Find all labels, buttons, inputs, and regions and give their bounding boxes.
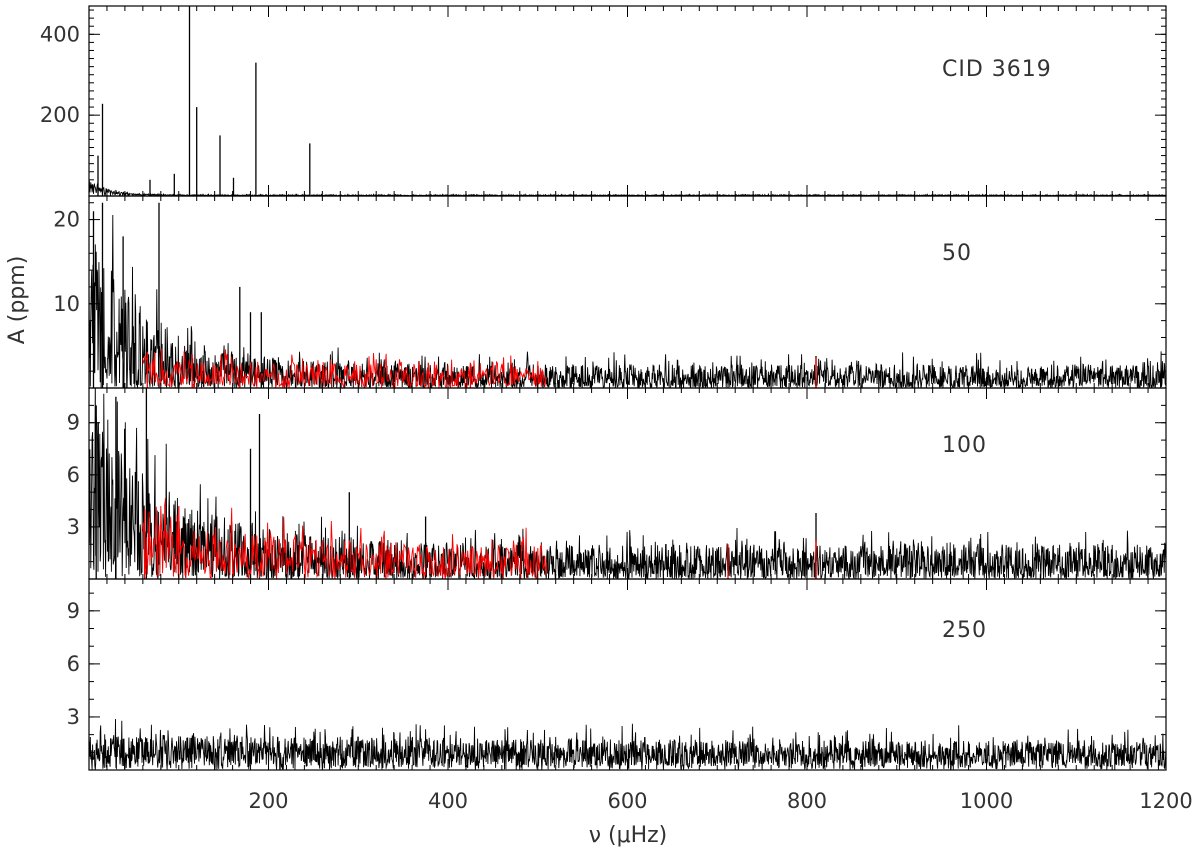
panel-2-label: 50: [942, 241, 972, 266]
x-tick-label: 1200: [1139, 789, 1192, 813]
y-tick-label: 10: [53, 292, 80, 316]
panel-4: 3 6 9 250 200 400 600 800 1000 1200: [67, 578, 1193, 813]
panel-1-label: CID 3619: [942, 57, 1052, 82]
series-3-2-trace: [142, 498, 548, 579]
series-2-2-trace: [142, 348, 548, 388]
y-tick-label: 6: [67, 652, 80, 676]
y-tick-label: 9: [67, 599, 80, 623]
panel-2: 10 20 50: [53, 195, 1167, 389]
panel-1-frame: [88, 5, 1167, 197]
y-tick-label: 400: [40, 22, 80, 46]
y-tick-label: 3: [67, 515, 80, 539]
y-tick-label: 200: [40, 103, 80, 127]
x-tick-label: 1000: [960, 789, 1013, 813]
y-tick-label: 9: [67, 411, 80, 435]
x-tick-label: 600: [607, 789, 647, 813]
x-axis-title: ν (μHz): [589, 823, 668, 848]
y-axis-title: A (ppm): [5, 256, 30, 345]
panels-group: 200 400 CID 3619 10 20 50 3 6 9 100 3 6 9 250 200 400 60…: [40, 5, 1193, 813]
x-tick-label: 200: [248, 789, 288, 813]
x-tick-label: 400: [428, 789, 468, 813]
y-tick-label: 3: [67, 705, 80, 729]
x-tick-label: 800: [787, 789, 827, 813]
panel-3-label: 100: [942, 433, 987, 458]
y-tick-label: 6: [67, 463, 80, 487]
panel-3: 3 6 9 100: [67, 387, 1167, 580]
panel-1: 200 400 CID 3619: [40, 5, 1167, 197]
y-tick-label: 20: [53, 208, 80, 232]
panel-4-label: 250: [942, 618, 987, 643]
